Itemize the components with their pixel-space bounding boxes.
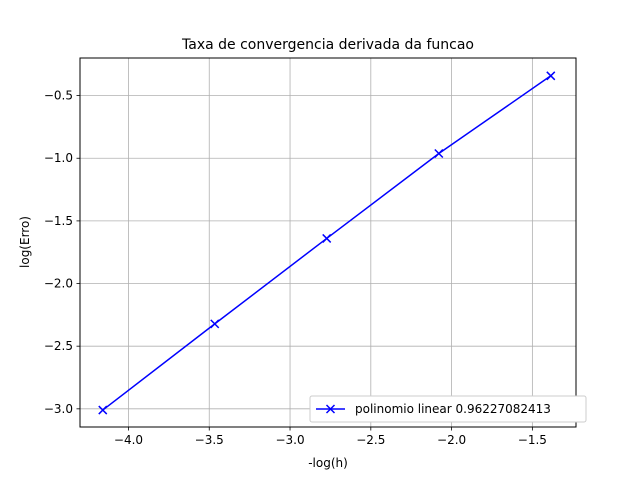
- x-tick-label: −1.5: [518, 433, 547, 447]
- data-point-marker: [98, 405, 108, 415]
- data-point-marker: [322, 233, 332, 243]
- legend-marker: [325, 404, 336, 414]
- series-layer: [98, 71, 556, 415]
- y-tick-label: −2.0: [44, 277, 73, 291]
- y-tick-label: −2.5: [44, 339, 73, 353]
- grid: [80, 58, 576, 427]
- x-tick-label: −2.0: [437, 433, 466, 447]
- x-tick-label: −3.0: [275, 433, 304, 447]
- y-axis-label: log(Erro): [18, 216, 32, 268]
- y-tick-label: −1.0: [44, 151, 73, 165]
- legend-label: polinomio linear 0.96227082413: [355, 402, 551, 416]
- plot-frame: [79, 57, 577, 428]
- plot-area: [80, 58, 576, 427]
- x-tick-label: −4.0: [114, 433, 143, 447]
- y-tick-label: −3.0: [44, 402, 73, 416]
- chart-title: Taxa de convergencia derivada da funcao: [181, 37, 474, 53]
- x-tick-label: −3.5: [195, 433, 224, 447]
- x-tick-label: −2.5: [356, 433, 385, 447]
- y-tick-label: −1.5: [44, 214, 73, 228]
- x-axis-label: -log(h): [308, 456, 348, 470]
- data-point-marker: [210, 319, 220, 329]
- data-point-marker: [434, 148, 444, 159]
- legend-box: [309, 395, 587, 423]
- legend: polinomio linear 0.96227082413: [309, 395, 587, 423]
- y-tick-label: −0.5: [44, 89, 73, 103]
- ticks: −4.0 −3.5 −3.0 −2.5 −2.0 −1.5 −3.0 −2.5 −2.0 −1.5…: [44, 89, 547, 447]
- data-point-marker: [546, 71, 556, 81]
